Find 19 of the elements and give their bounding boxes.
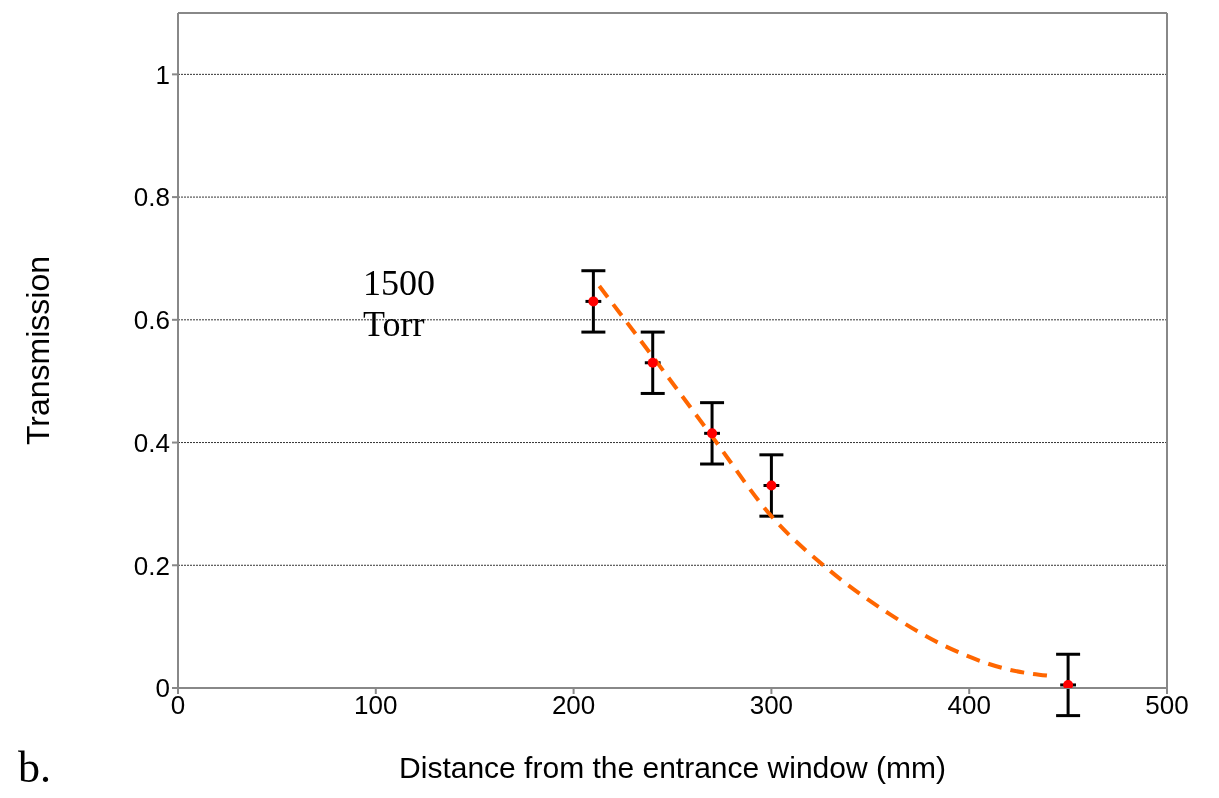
x-tick-label: 100 — [354, 690, 398, 721]
y-tick-label: 0.2 — [133, 550, 170, 581]
point — [588, 296, 599, 307]
text: b. — [18, 743, 52, 794]
point — [647, 357, 658, 368]
x-tick-label: 400 — [947, 690, 991, 721]
x-axis-title: Distance from the entrance window (mm) — [399, 751, 946, 784]
y-tick-label: 0.4 — [133, 427, 170, 458]
annotation: 1500 Torr — [363, 263, 436, 346]
point — [1063, 679, 1074, 688]
point — [766, 480, 777, 491]
x-tick-label: 300 — [749, 690, 794, 721]
y-tick-label: 1 — [155, 59, 170, 90]
point — [707, 428, 718, 439]
x-tick-label: 500 — [1145, 690, 1189, 721]
y-tick-label: 0.6 — [133, 305, 170, 336]
y-tick-label: 0.8 — [133, 182, 170, 213]
y-axis-title: Transmission — [20, 255, 57, 446]
x-tick-label: 200 — [551, 690, 596, 721]
